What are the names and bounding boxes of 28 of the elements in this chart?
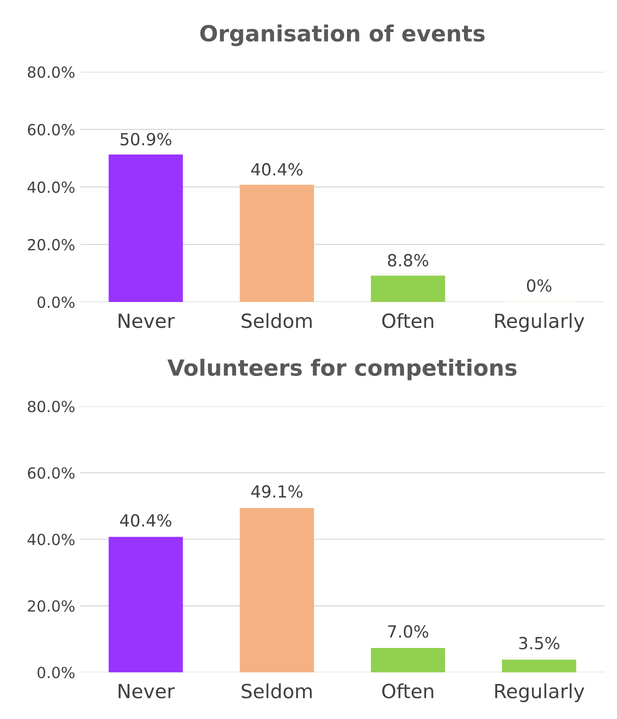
chart-title: Volunteers for competitions [167,358,516,380]
y-tick-label: 80.0% [28,400,75,412]
x-tick-label: Often [382,683,434,698]
data-label: 50.9% [120,132,172,146]
x-tick-label: Seldom [242,313,312,328]
y-tick-label: 20.0% [28,600,75,612]
data-label: 7.0% [388,625,428,638]
data-label: 40.4% [120,514,172,527]
y-tick-label: 60.0% [28,467,75,479]
y-tick-label: 20.0% [28,238,75,250]
y-tick-label: 60.0% [28,124,75,136]
data-label: 0% [526,279,552,292]
x-tick-label: Often [382,313,434,328]
data-label: 49.1% [251,485,302,498]
x-tick-label: Regularly [495,683,584,702]
data-label: 8.8% [388,254,428,267]
y-tick-label: 0.0% [38,296,75,308]
x-tick-label: Never [118,314,175,328]
y-tick-label: 80.0% [28,66,75,78]
x-tick-label: Regularly [495,313,584,332]
data-label: 40.4% [251,163,302,176]
y-tick-label: 40.0% [28,181,75,193]
x-tick-label: Never [118,684,175,698]
x-tick-label: Seldom [242,683,312,698]
y-tick-label: 40.0% [28,534,75,546]
data-label: 3.5% [519,636,560,650]
y-tick-label: 0.0% [38,666,75,678]
chart-title: Organisation of events [200,24,485,46]
